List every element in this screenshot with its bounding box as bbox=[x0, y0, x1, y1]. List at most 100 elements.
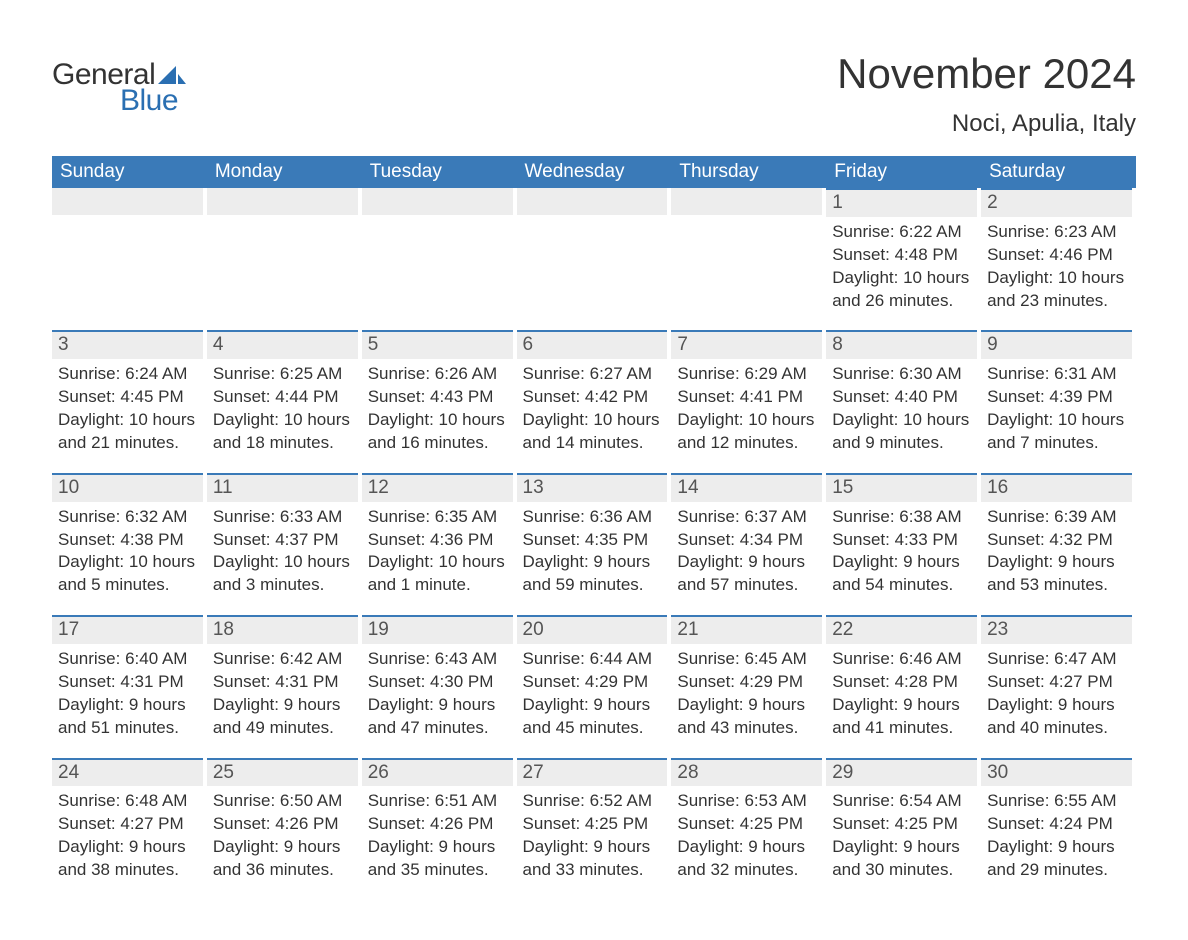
sunrise-text: Sunrise: 6:31 AM bbox=[987, 363, 1126, 386]
day-number: 1 bbox=[826, 188, 977, 217]
sunrise-text: Sunrise: 6:51 AM bbox=[368, 790, 507, 813]
day-number: 25 bbox=[207, 758, 358, 787]
calendar-day-cell: 12Sunrise: 6:35 AMSunset: 4:36 PMDayligh… bbox=[362, 473, 517, 615]
sunrise-text: Sunrise: 6:55 AM bbox=[987, 790, 1126, 813]
day-number: 6 bbox=[517, 330, 668, 359]
day-details: Sunrise: 6:47 AMSunset: 4:27 PMDaylight:… bbox=[981, 644, 1132, 740]
daylight-text-line1: Daylight: 10 hours bbox=[213, 551, 352, 574]
daylight-text-line1: Daylight: 10 hours bbox=[368, 409, 507, 432]
day-number: 13 bbox=[517, 473, 668, 502]
daylight-text-line2: and 41 minutes. bbox=[832, 717, 971, 740]
calendar-day-cell: 1Sunrise: 6:22 AMSunset: 4:48 PMDaylight… bbox=[826, 188, 981, 330]
daylight-text-line2: and 54 minutes. bbox=[832, 574, 971, 597]
sunrise-text: Sunrise: 6:44 AM bbox=[523, 648, 662, 671]
sunset-text: Sunset: 4:46 PM bbox=[987, 244, 1126, 267]
day-details: Sunrise: 6:26 AMSunset: 4:43 PMDaylight:… bbox=[362, 359, 513, 455]
day-details: Sunrise: 6:30 AMSunset: 4:40 PMDaylight:… bbox=[826, 359, 977, 455]
day-number: 15 bbox=[826, 473, 977, 502]
sunset-text: Sunset: 4:33 PM bbox=[832, 529, 971, 552]
sunset-text: Sunset: 4:44 PM bbox=[213, 386, 352, 409]
day-details: Sunrise: 6:48 AMSunset: 4:27 PMDaylight:… bbox=[52, 786, 203, 882]
calendar-day-cell: 24Sunrise: 6:48 AMSunset: 4:27 PMDayligh… bbox=[52, 758, 207, 900]
sunset-text: Sunset: 4:34 PM bbox=[677, 529, 816, 552]
daylight-text-line2: and 30 minutes. bbox=[832, 859, 971, 882]
day-details: Sunrise: 6:32 AMSunset: 4:38 PMDaylight:… bbox=[52, 502, 203, 598]
sunrise-text: Sunrise: 6:36 AM bbox=[523, 506, 662, 529]
sunset-text: Sunset: 4:29 PM bbox=[523, 671, 662, 694]
calendar-day-cell: 3Sunrise: 6:24 AMSunset: 4:45 PMDaylight… bbox=[52, 330, 207, 472]
calendar-day-cell: 4Sunrise: 6:25 AMSunset: 4:44 PMDaylight… bbox=[207, 330, 362, 472]
day-details: Sunrise: 6:22 AMSunset: 4:48 PMDaylight:… bbox=[826, 217, 977, 313]
day-number: 17 bbox=[52, 615, 203, 644]
daylight-text-line2: and 29 minutes. bbox=[987, 859, 1126, 882]
daylight-text-line1: Daylight: 10 hours bbox=[987, 409, 1126, 432]
day-number bbox=[362, 188, 513, 215]
day-details: Sunrise: 6:38 AMSunset: 4:33 PMDaylight:… bbox=[826, 502, 977, 598]
title-block: November 2024 Noci, Apulia, Italy bbox=[837, 50, 1136, 138]
daylight-text-line2: and 21 minutes. bbox=[58, 432, 197, 455]
sunrise-text: Sunrise: 6:54 AM bbox=[832, 790, 971, 813]
day-details: Sunrise: 6:40 AMSunset: 4:31 PMDaylight:… bbox=[52, 644, 203, 740]
sunset-text: Sunset: 4:35 PM bbox=[523, 529, 662, 552]
sunset-text: Sunset: 4:24 PM bbox=[987, 813, 1126, 836]
day-details: Sunrise: 6:37 AMSunset: 4:34 PMDaylight:… bbox=[671, 502, 822, 598]
sunset-text: Sunset: 4:29 PM bbox=[677, 671, 816, 694]
daylight-text-line1: Daylight: 9 hours bbox=[987, 836, 1126, 859]
sunset-text: Sunset: 4:39 PM bbox=[987, 386, 1126, 409]
calendar-day-cell: 17Sunrise: 6:40 AMSunset: 4:31 PMDayligh… bbox=[52, 615, 207, 757]
calendar-day-cell: 27Sunrise: 6:52 AMSunset: 4:25 PMDayligh… bbox=[517, 758, 672, 900]
day-details: Sunrise: 6:46 AMSunset: 4:28 PMDaylight:… bbox=[826, 644, 977, 740]
day-number: 5 bbox=[362, 330, 513, 359]
day-details: Sunrise: 6:31 AMSunset: 4:39 PMDaylight:… bbox=[981, 359, 1132, 455]
daylight-text-line2: and 5 minutes. bbox=[58, 574, 197, 597]
sunset-text: Sunset: 4:25 PM bbox=[677, 813, 816, 836]
day-details: Sunrise: 6:51 AMSunset: 4:26 PMDaylight:… bbox=[362, 786, 513, 882]
calendar-day-cell: 6Sunrise: 6:27 AMSunset: 4:42 PMDaylight… bbox=[517, 330, 672, 472]
sunset-text: Sunset: 4:48 PM bbox=[832, 244, 971, 267]
day-number bbox=[517, 188, 668, 215]
sunrise-text: Sunrise: 6:35 AM bbox=[368, 506, 507, 529]
calendar-day-cell: 22Sunrise: 6:46 AMSunset: 4:28 PMDayligh… bbox=[826, 615, 981, 757]
weekday-header: Monday bbox=[207, 156, 362, 188]
calendar-day-cell bbox=[362, 188, 517, 330]
calendar-day-cell: 11Sunrise: 6:33 AMSunset: 4:37 PMDayligh… bbox=[207, 473, 362, 615]
daylight-text-line2: and 16 minutes. bbox=[368, 432, 507, 455]
sunrise-text: Sunrise: 6:53 AM bbox=[677, 790, 816, 813]
daylight-text-line1: Daylight: 10 hours bbox=[58, 409, 197, 432]
day-number bbox=[52, 188, 203, 215]
daylight-text-line1: Daylight: 9 hours bbox=[58, 836, 197, 859]
daylight-text-line1: Daylight: 9 hours bbox=[832, 836, 971, 859]
day-number: 4 bbox=[207, 330, 358, 359]
sunset-text: Sunset: 4:32 PM bbox=[987, 529, 1126, 552]
daylight-text-line1: Daylight: 9 hours bbox=[523, 836, 662, 859]
calendar-day-cell: 10Sunrise: 6:32 AMSunset: 4:38 PMDayligh… bbox=[52, 473, 207, 615]
calendar-day-cell: 15Sunrise: 6:38 AMSunset: 4:33 PMDayligh… bbox=[826, 473, 981, 615]
daylight-text-line1: Daylight: 9 hours bbox=[677, 694, 816, 717]
sunrise-text: Sunrise: 6:45 AM bbox=[677, 648, 816, 671]
day-number: 22 bbox=[826, 615, 977, 644]
day-number: 19 bbox=[362, 615, 513, 644]
sunset-text: Sunset: 4:26 PM bbox=[368, 813, 507, 836]
sunset-text: Sunset: 4:27 PM bbox=[987, 671, 1126, 694]
sunset-text: Sunset: 4:25 PM bbox=[523, 813, 662, 836]
calendar-day-cell: 29Sunrise: 6:54 AMSunset: 4:25 PMDayligh… bbox=[826, 758, 981, 900]
weekday-header: Friday bbox=[826, 156, 981, 188]
calendar-day-cell: 21Sunrise: 6:45 AMSunset: 4:29 PMDayligh… bbox=[671, 615, 826, 757]
calendar-week-row: 10Sunrise: 6:32 AMSunset: 4:38 PMDayligh… bbox=[52, 473, 1136, 615]
day-details: Sunrise: 6:25 AMSunset: 4:44 PMDaylight:… bbox=[207, 359, 358, 455]
daylight-text-line2: and 43 minutes. bbox=[677, 717, 816, 740]
daylight-text-line1: Daylight: 10 hours bbox=[213, 409, 352, 432]
calendar-day-cell: 28Sunrise: 6:53 AMSunset: 4:25 PMDayligh… bbox=[671, 758, 826, 900]
calendar-day-cell: 30Sunrise: 6:55 AMSunset: 4:24 PMDayligh… bbox=[981, 758, 1136, 900]
calendar-day-cell: 18Sunrise: 6:42 AMSunset: 4:31 PMDayligh… bbox=[207, 615, 362, 757]
day-details: Sunrise: 6:27 AMSunset: 4:42 PMDaylight:… bbox=[517, 359, 668, 455]
daylight-text-line2: and 57 minutes. bbox=[677, 574, 816, 597]
daylight-text-line2: and 18 minutes. bbox=[213, 432, 352, 455]
calendar-table: Sunday Monday Tuesday Wednesday Thursday… bbox=[52, 156, 1136, 900]
day-details: Sunrise: 6:54 AMSunset: 4:25 PMDaylight:… bbox=[826, 786, 977, 882]
day-number: 9 bbox=[981, 330, 1132, 359]
calendar-day-cell: 13Sunrise: 6:36 AMSunset: 4:35 PMDayligh… bbox=[517, 473, 672, 615]
daylight-text-line2: and 1 minute. bbox=[368, 574, 507, 597]
day-number: 14 bbox=[671, 473, 822, 502]
daylight-text-line2: and 45 minutes. bbox=[523, 717, 662, 740]
